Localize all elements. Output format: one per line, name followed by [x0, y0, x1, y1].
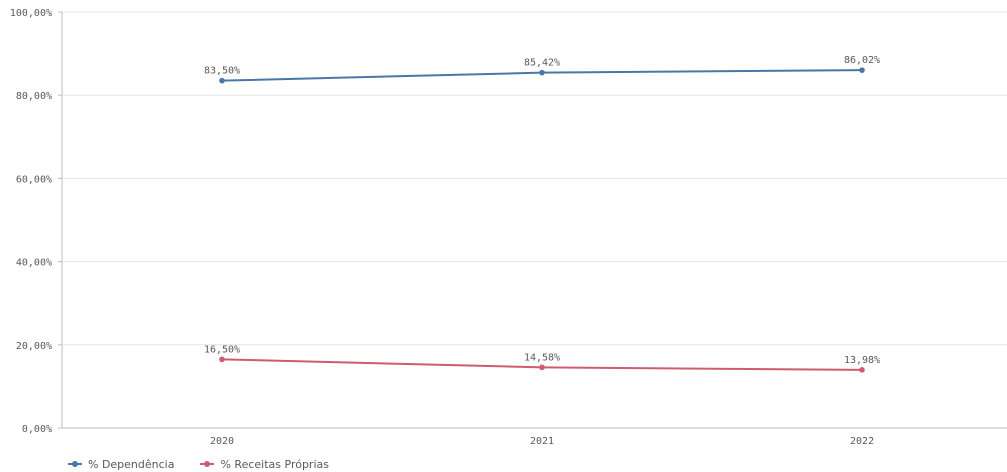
- legend-label-dependencia: % Dependência: [88, 457, 175, 471]
- legend-item-dependencia[interactable]: % Dependência: [68, 456, 174, 472]
- axes: [61, 12, 1007, 429]
- y-tick-labels: 0,00% 20,00% 40,00% 60,00% 80,00% 100,00%: [10, 8, 52, 435]
- y-tick-label: 100,00%: [10, 8, 52, 19]
- x-tick-label: 2020: [210, 436, 234, 447]
- legend-label-receitas-proprias: % Receitas Próprias: [220, 457, 329, 471]
- data-point: [539, 364, 545, 371]
- y-tick-label: 80,00%: [16, 91, 52, 102]
- y-tick-label: 60,00%: [16, 174, 52, 185]
- legend: % Dependência % Receitas Próprias: [68, 456, 329, 472]
- data-point: [219, 77, 225, 84]
- data-point: [859, 367, 865, 373]
- x-tick-label: 2021: [530, 436, 554, 447]
- y-tick-label: 40,00%: [16, 258, 52, 269]
- data-point: [219, 356, 225, 363]
- gridlines: [58, 11, 1007, 429]
- y-tick-label: 0,00%: [22, 424, 52, 435]
- data-label: 13,98%: [844, 355, 880, 366]
- data-label: 16,50%: [204, 344, 240, 355]
- legend-swatch-dependencia: [68, 459, 82, 469]
- data-label: 85,42%: [524, 58, 560, 69]
- y-tick-label: 20,00%: [16, 341, 52, 352]
- data-label: 86,02%: [844, 55, 880, 66]
- data-point: [859, 67, 865, 73]
- data-label: 14,58%: [524, 352, 560, 363]
- series: 83,50% 85,42% 86,02% 16,50% 14,58% 13,98%: [204, 55, 880, 373]
- legend-item-receitas-proprias[interactable]: % Receitas Próprias: [200, 456, 329, 472]
- data-label: 83,50%: [204, 66, 240, 77]
- x-tick-label: 2022: [850, 436, 874, 447]
- x-tick-labels: 2020 2021 2022: [210, 436, 874, 447]
- data-point: [539, 69, 545, 76]
- legend-swatch-receitas-proprias: [200, 459, 215, 469]
